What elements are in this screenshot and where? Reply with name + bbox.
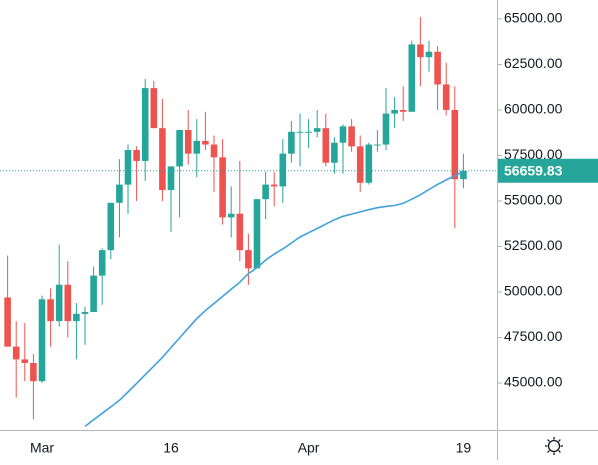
candle-body bbox=[245, 250, 252, 269]
candle-body bbox=[288, 131, 295, 154]
candle-body bbox=[124, 150, 132, 185]
candle-body bbox=[236, 213, 244, 251]
x-tick-label: Apr bbox=[298, 440, 320, 456]
candle-body bbox=[90, 275, 97, 313]
candle-body bbox=[4, 297, 11, 347]
candle-body bbox=[313, 128, 321, 132]
candle-body bbox=[133, 150, 140, 161]
candle-body bbox=[159, 128, 166, 191]
candle-body bbox=[305, 131, 312, 133]
candle-body bbox=[150, 88, 158, 129]
candle-body bbox=[425, 51, 433, 58]
y-tick-label: 62500.00 bbox=[504, 55, 563, 71]
candle-body bbox=[227, 213, 235, 218]
candle-body bbox=[434, 51, 441, 85]
candle-body bbox=[270, 184, 278, 187]
candle-body bbox=[64, 284, 72, 322]
plot-area bbox=[0, 17, 497, 428]
y-tick-label: 57500.00 bbox=[504, 146, 563, 162]
candle-body bbox=[193, 140, 201, 154]
candle-body bbox=[279, 153, 287, 187]
candle-body bbox=[408, 44, 416, 112]
candle-body bbox=[322, 128, 330, 163]
candle-body bbox=[451, 109, 459, 180]
x-tick-label: 19 bbox=[456, 440, 472, 456]
moving-average-line bbox=[84, 170, 464, 428]
candle-body bbox=[116, 184, 123, 203]
candle-body bbox=[442, 84, 450, 110]
candle-body bbox=[399, 109, 407, 112]
x-tick-label: Mar bbox=[30, 440, 54, 456]
candle-body bbox=[262, 184, 269, 200]
candle-body bbox=[55, 284, 63, 322]
candle-body bbox=[356, 146, 364, 183]
candle-body bbox=[21, 359, 29, 364]
candle-body bbox=[107, 202, 115, 251]
candle-body bbox=[202, 140, 209, 145]
candle-body bbox=[460, 170, 467, 180]
candle-body bbox=[98, 250, 106, 276]
candle-body bbox=[12, 346, 20, 360]
settings-gear[interactable] bbox=[545, 437, 563, 455]
candle-body bbox=[219, 157, 226, 218]
y-tick-label: 50000.00 bbox=[504, 283, 563, 299]
y-tick-label: 47500.00 bbox=[504, 328, 563, 344]
candle-body bbox=[30, 363, 37, 382]
candle-body bbox=[210, 144, 218, 158]
candle-body bbox=[339, 126, 347, 143]
candle-body bbox=[167, 166, 175, 191]
last-price-box bbox=[498, 158, 598, 183]
y-tick-label: 65000.00 bbox=[504, 10, 563, 26]
axes: 45000.00 47500.00 50000.00 52500.00 55000.00… bbox=[30, 10, 598, 456]
candle-body bbox=[374, 144, 381, 146]
y-tick-label: 55000.00 bbox=[504, 192, 563, 208]
candle-body bbox=[417, 44, 424, 58]
candle-body bbox=[365, 144, 373, 183]
candle-body bbox=[47, 299, 54, 322]
candle-body bbox=[253, 199, 261, 269]
last-price-label: 56659.83 bbox=[504, 162, 563, 178]
candle-body bbox=[331, 142, 338, 163]
y-tick-label: 60000.00 bbox=[504, 101, 563, 117]
candle-body bbox=[296, 131, 304, 133]
candle-body bbox=[348, 126, 355, 147]
candle-body bbox=[391, 109, 398, 114]
y-tick-label: 45000.00 bbox=[504, 374, 563, 390]
candle-body bbox=[382, 113, 390, 145]
x-tick-label: 16 bbox=[163, 440, 179, 456]
candle-body bbox=[141, 88, 149, 161]
candle-body bbox=[81, 312, 89, 314]
candle-body bbox=[73, 313, 80, 322]
candle-body bbox=[176, 129, 183, 167]
candle-body bbox=[38, 299, 46, 382]
candle-body bbox=[184, 129, 192, 154]
y-tick-label: 52500.00 bbox=[504, 237, 563, 253]
